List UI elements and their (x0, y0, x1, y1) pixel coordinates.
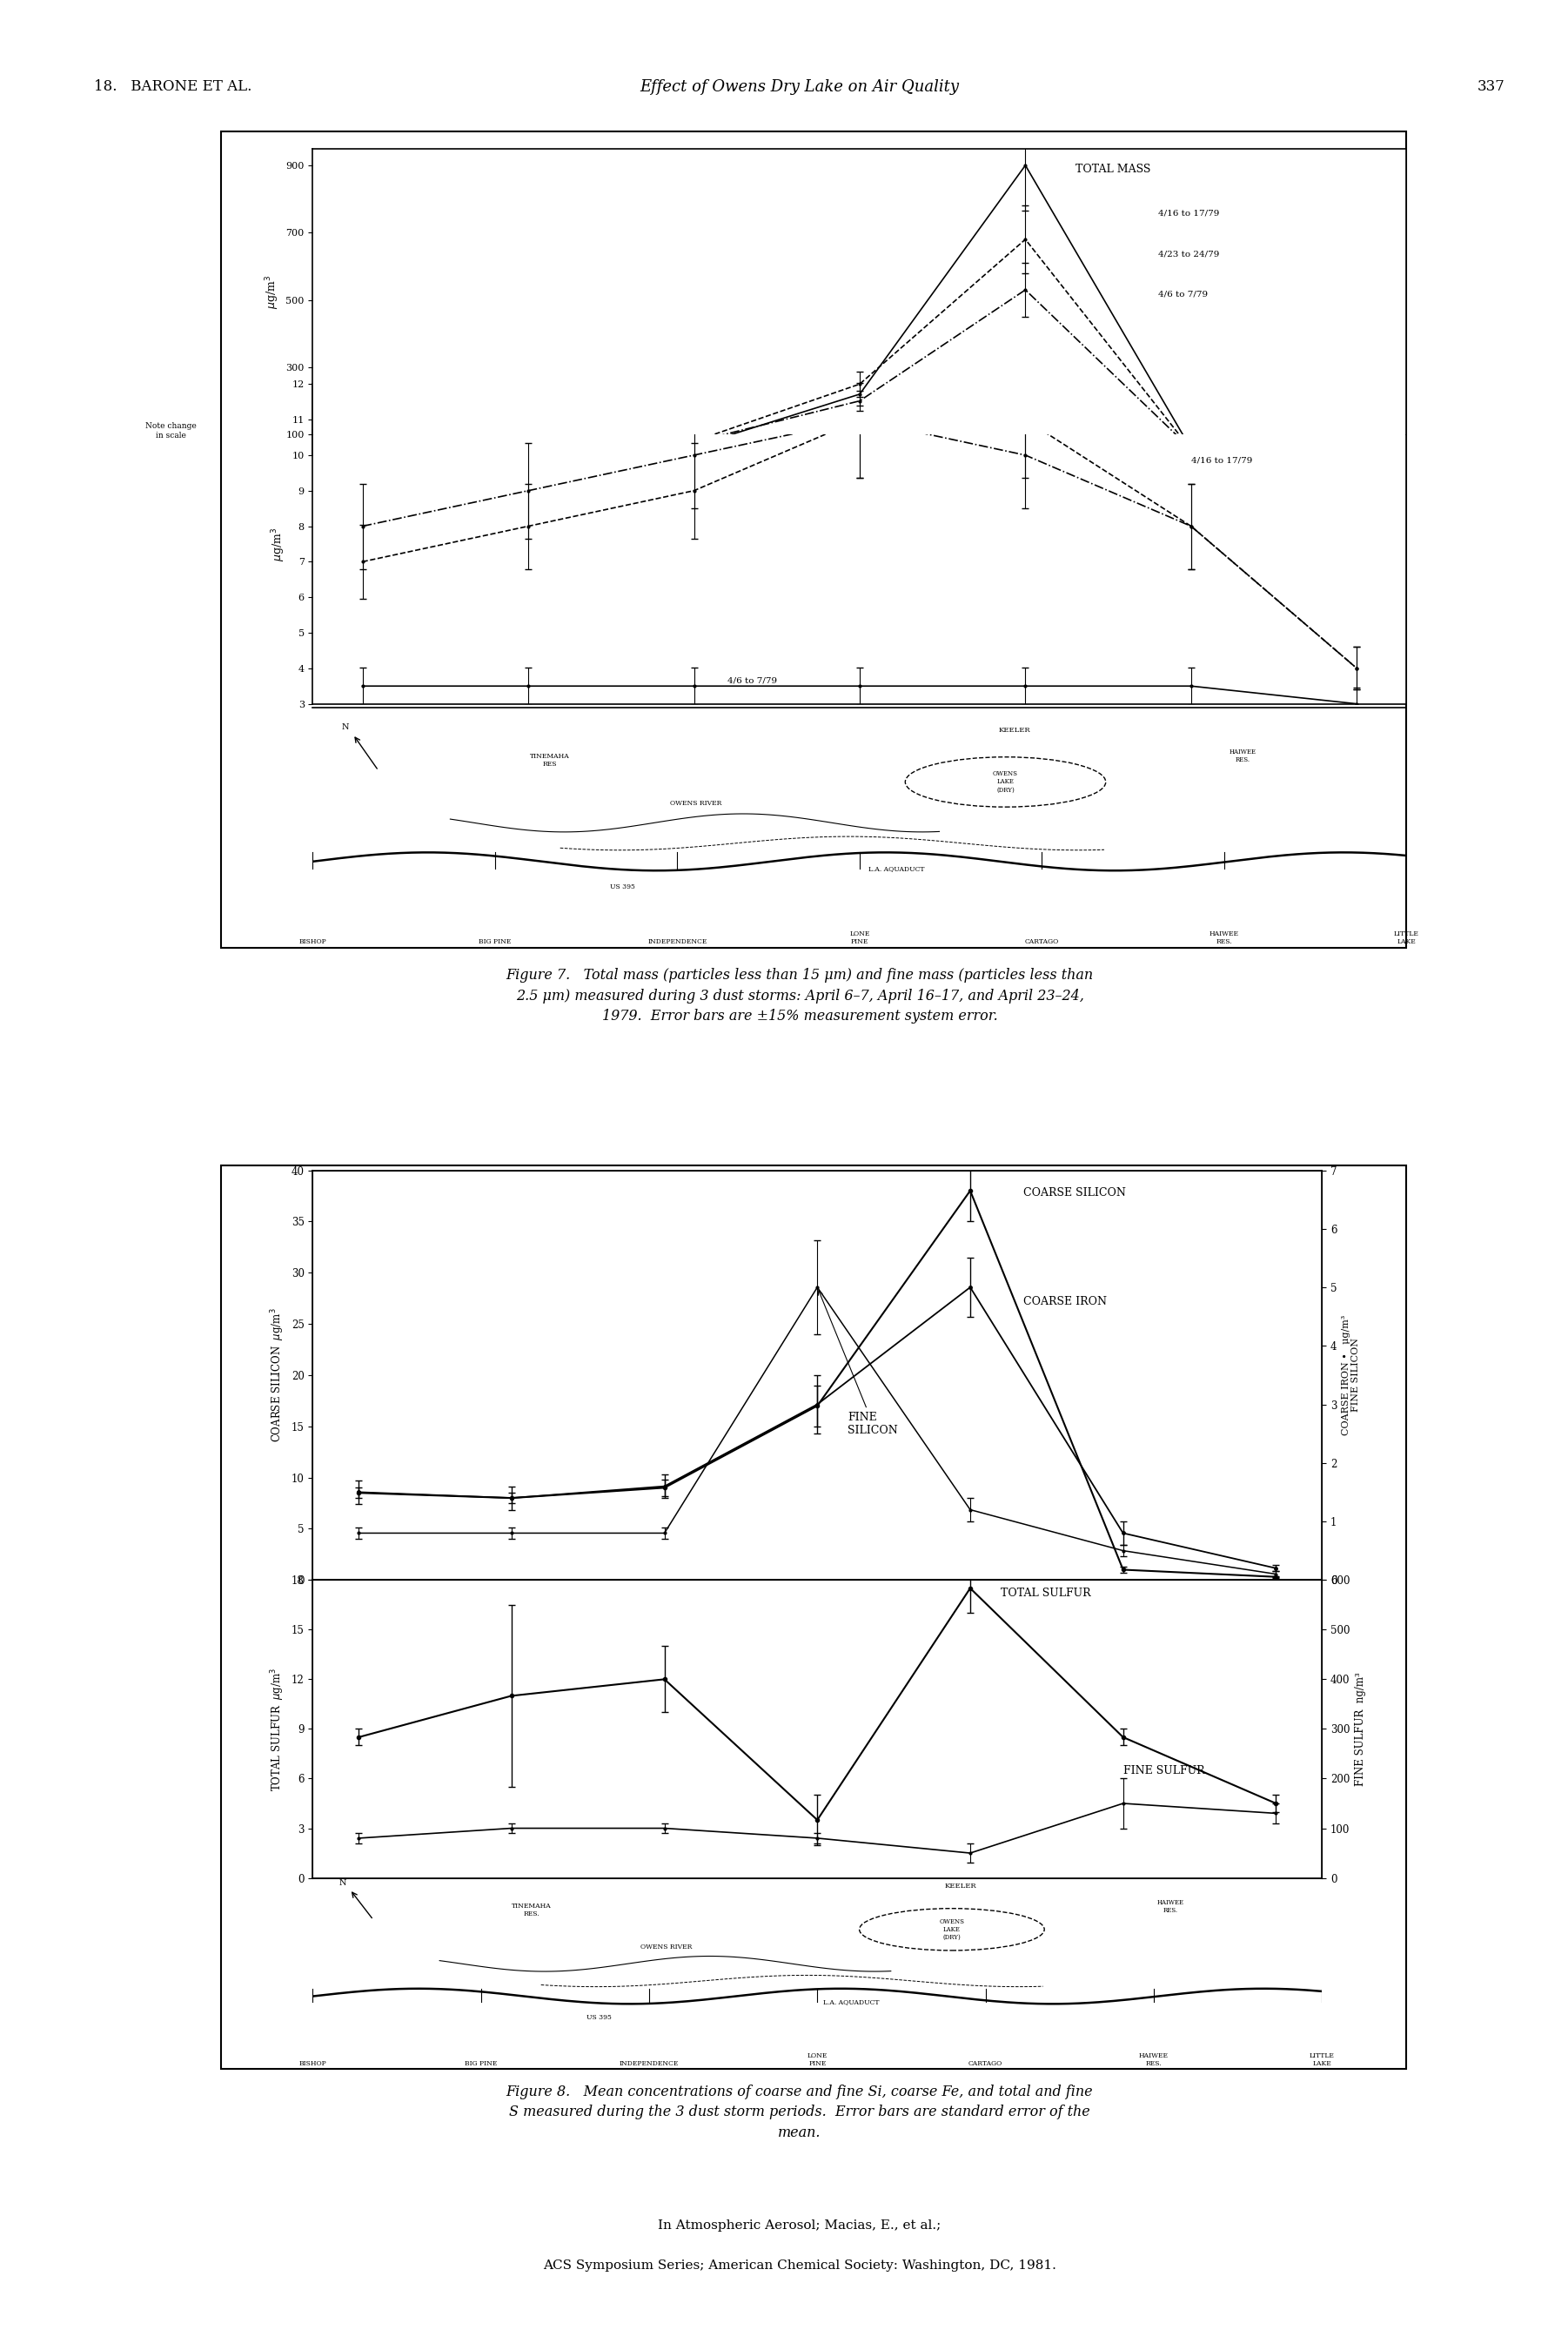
Point (303, 1864, 323, 1892)
Point (1397, 416, 1416, 444)
Y-axis label: FINE SULFUR  ng/m³: FINE SULFUR ng/m³ (1355, 1671, 1366, 1786)
Text: COARSE IRON: COARSE IRON (1024, 1297, 1107, 1307)
Point (1397, 693, 1416, 721)
Point (1312, 1565, 1331, 1593)
Text: FINE
SILICON: FINE SILICON (818, 1290, 898, 1436)
Text: 18.   BARONE ET AL.: 18. BARONE ET AL. (94, 80, 252, 94)
Point (303, 442, 323, 470)
Y-axis label: COARSE IRON •   μg/m³
FINE SILICON: COARSE IRON • μg/m³ FINE SILICON (1342, 1316, 1361, 1436)
Text: FINE SULFUR: FINE SULFUR (1123, 1765, 1204, 1777)
Text: Figure 7.   Total mass (particles less than 15 μm) and fine mass (particles less: Figure 7. Total mass (particles less tha… (506, 968, 1093, 1025)
Text: Figure 8.   Mean concentrations of coarse and fine Si, coarse Fe, and total and : Figure 8. Mean concentrations of coarse … (506, 2084, 1093, 2141)
Text: In Atmospheric Aerosol; Macias, E., et al.;: In Atmospheric Aerosol; Macias, E., et a… (659, 2218, 941, 2232)
Point (1312, 1864, 1331, 1892)
Point (1397, 442, 1416, 470)
Point (303, 693, 323, 721)
Point (303, 416, 323, 444)
Point (303, 1565, 323, 1593)
Text: 337: 337 (1477, 80, 1505, 94)
Text: Effect of Owens Dry Lake on Air Quality: Effect of Owens Dry Lake on Air Quality (640, 80, 960, 94)
Text: ACS Symposium Series; American Chemical Society: Washington, DC, 1981.: ACS Symposium Series; American Chemical … (543, 2261, 1057, 2272)
